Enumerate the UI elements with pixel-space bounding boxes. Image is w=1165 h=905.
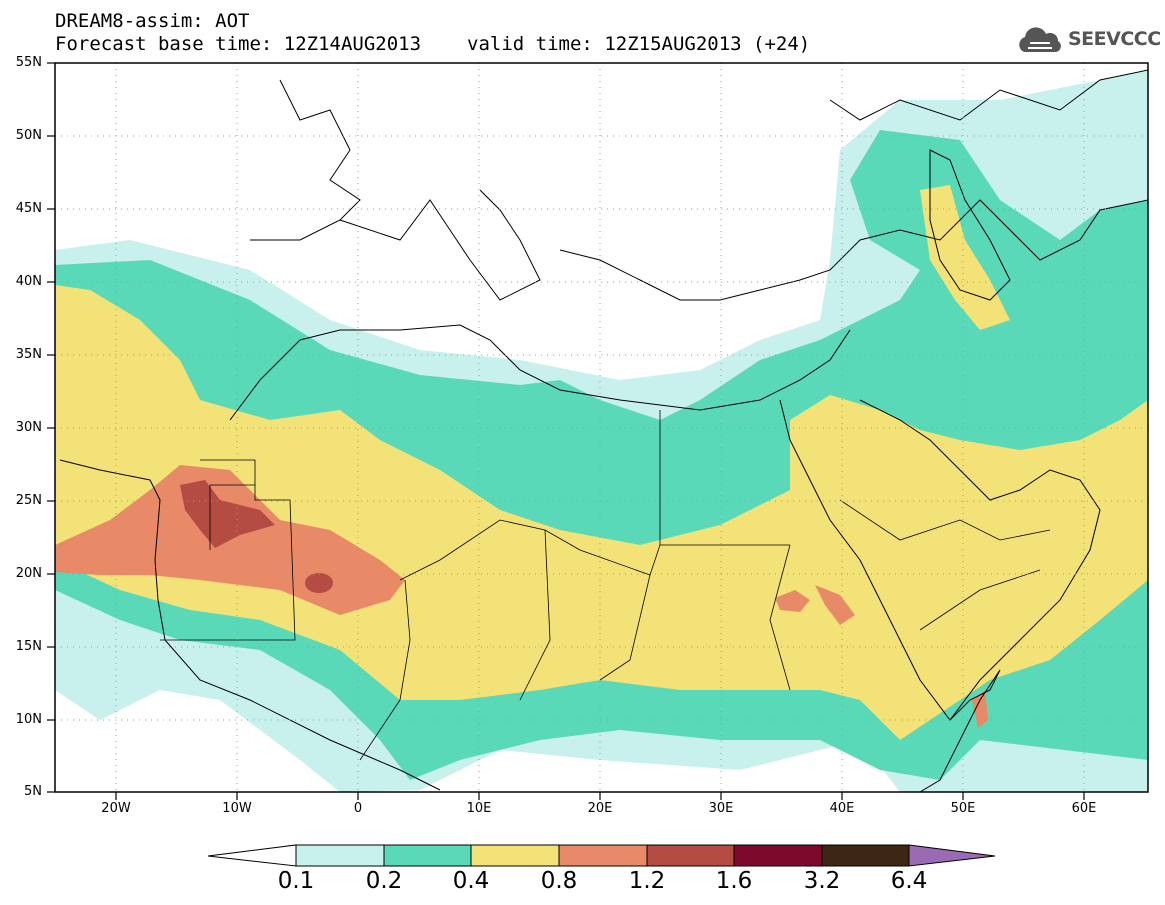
colorbar-label: 6.4 (890, 868, 928, 894)
cloud-icon (1019, 27, 1061, 52)
tick-marks (47, 62, 1085, 800)
colorbar-cell-7 (821, 844, 910, 867)
aot-field (55, 70, 1148, 792)
lat-label: 45N (15, 201, 42, 216)
time-info: Forecast base time: 12Z14AUG2013 valid ti… (55, 33, 810, 55)
lon-label: 10W (222, 801, 252, 816)
logo-text: SEEVCCC (1068, 28, 1161, 50)
seevccc-logo: SEEVCCC (1016, 26, 1161, 56)
lon-label: 20W (101, 801, 131, 816)
colorbar-label: 0.2 (365, 868, 403, 894)
colorbar-label: 1.2 (628, 868, 666, 894)
lat-label: 30N (15, 420, 42, 435)
lat-label: 15N (15, 639, 42, 654)
valid-time: valid time: 12Z15AUG2013 (+24) (467, 33, 811, 55)
lat-label: 20N (15, 566, 42, 581)
lon-label: 0 (353, 801, 363, 816)
colorbar-label: 1.6 (715, 868, 753, 894)
colorbar-cell-5 (646, 844, 735, 867)
colorbar-label: 3.2 (803, 868, 841, 894)
coastlines (59, 69, 1148, 792)
colorbar-label: 0.1 (277, 868, 315, 894)
colorbar-cell-under (207, 844, 297, 867)
lat-label: 55N (15, 55, 42, 70)
lat-label: 5N (24, 784, 42, 799)
chart-title: DREAM8-assim: AOT (55, 10, 250, 32)
colorbar-cell-over (908, 844, 996, 867)
lon-label: 10E (466, 801, 492, 816)
colorbar-cell-2 (383, 844, 472, 867)
lat-label: 50N (15, 128, 42, 143)
colorbar (207, 844, 996, 867)
lon-label: 30E (708, 801, 734, 816)
gridlines (55, 63, 1148, 792)
lat-label: 35N (15, 347, 42, 362)
colorbar-label: 0.8 (540, 868, 578, 894)
lon-label: 60E (1071, 801, 1097, 816)
lat-label: 40N (15, 274, 42, 289)
colorbar-cell-3 (470, 844, 560, 867)
colorbar-cell-1 (295, 844, 385, 867)
borders (160, 410, 1051, 761)
colorbar-cell-4 (558, 844, 648, 867)
lat-label: 25N (15, 493, 42, 508)
base-time: Forecast base time: 12Z14AUG2013 (55, 33, 422, 55)
colorbar-cell-6 (733, 844, 823, 867)
lon-label: 50E (950, 801, 976, 816)
lon-label: 40E (829, 801, 855, 816)
colorbar-label: 0.4 (452, 868, 490, 894)
lon-label: 20E (587, 801, 613, 816)
lat-label: 10N (15, 712, 42, 727)
